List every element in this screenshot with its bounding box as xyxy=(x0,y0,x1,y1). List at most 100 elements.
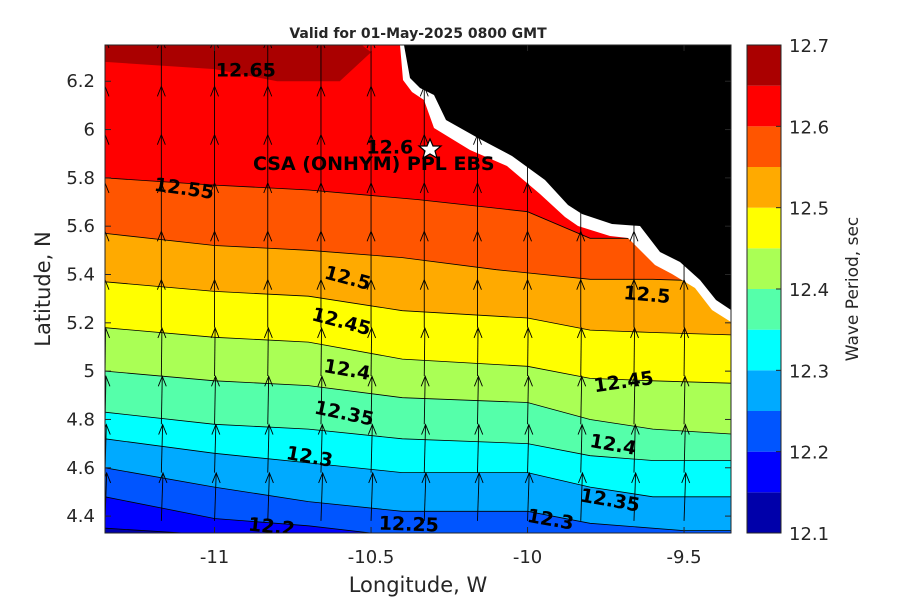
wave-arrow xyxy=(210,85,219,135)
site-label: CSA (ONHYM) PPL EBS xyxy=(253,153,495,175)
wave-arrow xyxy=(421,423,430,473)
y-tick-label: 4.8 xyxy=(66,409,95,430)
wave-arrow xyxy=(264,375,274,425)
band-9 xyxy=(105,177,731,282)
wave-arrow xyxy=(316,230,326,280)
band-top-patch xyxy=(105,45,372,82)
wave-arrow xyxy=(367,375,377,425)
wave-arrow xyxy=(367,423,377,473)
plot-area: 12.2 12.2512.312.3512.412.4512.512.5512.6… xyxy=(105,45,731,541)
y-axis-label: Latitude, N xyxy=(31,231,55,347)
wave-arrow xyxy=(629,85,639,135)
wave-arrow xyxy=(576,85,586,135)
colorbar-tick-label: 12.1 xyxy=(789,524,829,545)
wave-arrow xyxy=(629,278,639,328)
contour-label-12.65: 12.65 xyxy=(216,59,276,81)
wave-arrow xyxy=(419,85,429,135)
contour-line-12.6 xyxy=(105,233,731,283)
wave-arrow xyxy=(419,230,429,280)
wave-arrow xyxy=(630,423,640,473)
wave-arrow xyxy=(523,278,532,328)
wave-arrow xyxy=(680,326,690,376)
contour-line-12.25 xyxy=(105,496,731,533)
wave-arrow xyxy=(523,85,532,135)
wave-arrow xyxy=(210,230,219,280)
wave-arrow xyxy=(156,181,166,232)
wave-arrow xyxy=(318,471,328,521)
wave-arrow xyxy=(367,326,377,376)
wave-arrow xyxy=(157,375,167,425)
wave-arrow xyxy=(366,181,376,232)
wave-arrow xyxy=(680,423,690,473)
y-tick-label: 5.4 xyxy=(66,265,95,286)
wave-arrow xyxy=(316,181,326,232)
wave-arrow xyxy=(316,85,326,135)
contour-line-12.55 xyxy=(105,281,731,336)
colorbar-swatch xyxy=(747,45,781,86)
band-6 xyxy=(105,327,731,434)
wave-arrow xyxy=(523,230,532,280)
wave-arrow xyxy=(263,230,273,280)
wave-arrow xyxy=(679,85,689,135)
contour-label-12.5: 12.5 xyxy=(623,282,672,308)
wave-arrow xyxy=(210,181,219,232)
wave-arrow xyxy=(421,471,431,521)
wave-arrow xyxy=(576,326,586,376)
wave-arrow xyxy=(156,133,166,183)
wave-arrow xyxy=(105,181,110,232)
wave-arrow xyxy=(366,230,376,280)
contour-line-12.4 xyxy=(105,411,731,461)
wave-arrow xyxy=(157,326,167,376)
wave-arrow xyxy=(629,133,639,183)
wave-arrow xyxy=(473,181,482,232)
x-axis-ticks: -11 -10.5 -10 -9.5 xyxy=(200,45,702,568)
contour-label-12.2: 12.2 xyxy=(247,514,296,541)
wave-arrow xyxy=(473,85,482,135)
map-title: Valid for 01-May-2025 0800 GMT xyxy=(289,26,547,42)
colorbar-swatch xyxy=(747,492,781,533)
wave-arrow xyxy=(576,45,586,87)
land-mask xyxy=(400,45,731,322)
x-tick-label: -10.5 xyxy=(348,547,395,568)
wave-arrow xyxy=(576,278,586,328)
x-tick-label: -11 xyxy=(200,547,229,568)
wave-arrow xyxy=(577,423,587,473)
wave-arrow xyxy=(474,423,484,473)
wave-arrow xyxy=(419,181,429,232)
band-5 xyxy=(105,371,731,461)
wave-arrow xyxy=(473,375,483,425)
band-7 xyxy=(105,281,731,384)
wave-arrow xyxy=(210,133,219,183)
wave-arrow xyxy=(156,85,166,135)
band-2 xyxy=(105,467,731,533)
wave-arrow xyxy=(679,278,689,328)
wave-arrow xyxy=(630,375,640,425)
wave-arrow xyxy=(523,326,533,376)
wave-arrow xyxy=(576,181,586,232)
wave-arrow xyxy=(210,278,219,328)
wave-arrow xyxy=(263,45,273,87)
wave-arrow xyxy=(317,326,326,376)
colorbar-tick-label: 12.5 xyxy=(789,199,829,220)
band-1 xyxy=(105,496,731,533)
colorbar-tick-label: 12.2 xyxy=(789,443,829,464)
wave-arrow xyxy=(317,423,327,473)
contour-lines xyxy=(105,177,731,533)
wave-arrow xyxy=(420,326,430,376)
contour-line-12.5 xyxy=(105,327,731,384)
colorbar-swatch xyxy=(747,207,781,249)
wave-arrow xyxy=(158,471,168,521)
y-axis-ticks: 4.4 4.6 4.8 5 5.2 5.4 5.6 5.8 6 6.2 xyxy=(66,71,731,527)
wave-arrow xyxy=(105,85,110,135)
band-3 xyxy=(105,438,731,531)
colorbar-swatch xyxy=(747,289,781,330)
colorbar-swatch xyxy=(747,248,781,289)
wave-arrow xyxy=(158,423,168,473)
wave-arrow xyxy=(211,423,221,473)
wave-arrow xyxy=(681,471,691,521)
contour-label-12.6: 12.6 xyxy=(366,137,413,159)
wave-arrow xyxy=(366,133,376,183)
wave-arrow xyxy=(105,278,110,328)
wave-arrow xyxy=(419,278,429,328)
